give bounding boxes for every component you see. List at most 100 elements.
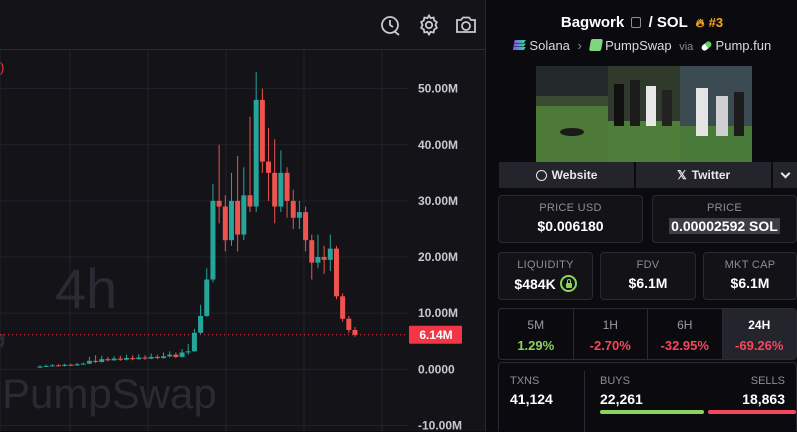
- pair-title: Bagwork / SOL 🔥︎ #3: [487, 14, 797, 31]
- market-cap-label: MKT CAP: [724, 259, 776, 271]
- y-tick-label: 50.00M: [418, 82, 458, 96]
- globe-icon: [535, 169, 547, 181]
- pair-info-panel: Bagwork / SOL 🔥︎ #3 Solana › PumpSwap vi…: [487, 0, 797, 432]
- current-price-tag: [409, 325, 462, 344]
- price-chart[interactable]: , 4h PumpSwap ) 50.00M 40.00M 30.00M 20.00M…: [0, 50, 486, 431]
- candle: [142, 355, 148, 360]
- y-axis: 50.00M 40.00M 30.00M 20.00M 10.00M 0.0000 -10.…: [418, 82, 462, 431]
- candle: [259, 88, 265, 173]
- price-sol-value: 0.00002592 SOL: [669, 218, 780, 234]
- candle: [235, 156, 241, 252]
- sells-ratio-bar: [708, 410, 796, 414]
- tab-5m-change: 1.29%: [517, 338, 555, 353]
- txns-value: 41,124: [510, 391, 553, 407]
- candle: [123, 354, 129, 361]
- indicator-clock-icon[interactable]: [379, 13, 403, 37]
- candle: [216, 144, 222, 224]
- candle: [49, 364, 55, 367]
- candle: [185, 344, 191, 355]
- more-links-button[interactable]: [773, 162, 797, 188]
- candle: [80, 362, 86, 365]
- twitter-button[interactable]: 𝕏 Twitter: [636, 162, 772, 188]
- candle: [346, 315, 352, 333]
- candle: [222, 195, 228, 252]
- breadcrumb-chevron-icon: ›: [577, 38, 582, 53]
- current-price-label: 6.14M: [419, 328, 452, 342]
- tab-1h-change: -2.70%: [589, 338, 631, 353]
- candle: [266, 127, 272, 201]
- website-button[interactable]: Website: [499, 162, 635, 188]
- tab-1h-label: 1H: [602, 318, 618, 332]
- settings-gear-icon[interactable]: [417, 13, 441, 37]
- sells-label: SELLS: [750, 375, 785, 387]
- y-tick-label: 30.00M: [418, 194, 458, 208]
- candle: [56, 364, 62, 367]
- candle: [210, 184, 216, 283]
- y-tick-label: 0.0000: [418, 362, 455, 376]
- candle: [37, 365, 43, 369]
- candle: [303, 206, 309, 252]
- candle: [315, 234, 321, 269]
- pumpswap-icon: [588, 39, 603, 51]
- candle: [204, 268, 210, 318]
- tab-6h[interactable]: 6H -32.95%: [648, 309, 723, 359]
- candle: [179, 349, 185, 358]
- candle: [105, 356, 111, 362]
- tab-5m[interactable]: 5M 1.29%: [499, 309, 574, 359]
- candle: [241, 167, 247, 241]
- y-tick-label: 40.00M: [418, 138, 458, 152]
- legend-fragment: ): [0, 60, 4, 75]
- token-banner-image: [536, 66, 752, 162]
- x-logo-icon: 𝕏: [677, 168, 687, 182]
- candle: [93, 355, 99, 364]
- candle: [130, 355, 136, 361]
- pair-separator: /: [648, 14, 653, 31]
- base-token-name: Bagwork: [560, 14, 625, 31]
- fire-icon: 🔥︎: [695, 16, 705, 30]
- candle: [309, 234, 315, 280]
- market-cap-box: MKT CAP $6.1M: [703, 252, 797, 300]
- solana-icon: [512, 40, 526, 50]
- chart-panel[interactable]: , 4h PumpSwap ) 50.00M 40.00M 30.00M 20.00M…: [0, 0, 486, 431]
- candle: [198, 304, 204, 334]
- chain-row: Solana › PumpSwap via Pump.fun: [487, 38, 797, 53]
- candle: [99, 355, 105, 363]
- tab-24h-label: 24H: [748, 318, 771, 332]
- dex-name[interactable]: PumpSwap: [605, 38, 672, 53]
- chain-name[interactable]: Solana: [529, 38, 570, 53]
- lock-icon[interactable]: [559, 275, 577, 292]
- candle: [272, 139, 278, 224]
- candle: [43, 364, 49, 368]
- candle: [327, 234, 333, 272]
- launchpad-name[interactable]: Pump.fun: [715, 38, 772, 53]
- quote-token-name: SOL: [656, 14, 688, 31]
- fdv-label: FDV: [636, 259, 660, 271]
- fdv-value: $6.1M: [628, 275, 668, 291]
- liquidity-box: LIQUIDITY $484K: [498, 252, 593, 300]
- tab-1h[interactable]: 1H -2.70%: [574, 309, 648, 359]
- chevron-down-icon: [780, 168, 791, 178]
- y-tick-label: 10.00M: [418, 306, 458, 320]
- y-tick-label: 20.00M: [418, 250, 458, 264]
- price-usd-value: $0.006180: [537, 218, 604, 234]
- buys-ratio-bar: [600, 410, 704, 414]
- candle: [161, 352, 167, 359]
- price-usd-box: PRICE USD $0.006180: [498, 195, 643, 243]
- candle: [321, 245, 327, 274]
- copy-icon[interactable]: [631, 17, 642, 28]
- candle: [296, 200, 302, 229]
- tab-6h-change: -32.95%: [660, 338, 709, 353]
- watermark-prefix: ,: [0, 289, 10, 352]
- candle: [136, 354, 142, 360]
- price-sol-box: PRICE 0.00002592 SOL: [652, 195, 797, 243]
- candle: [62, 363, 68, 367]
- tab-24h[interactable]: 24H -69.26%: [722, 309, 796, 359]
- price-usd-label: PRICE USD: [539, 202, 602, 214]
- tab-24h-change: -69.26%: [735, 338, 784, 353]
- pill-icon: [700, 40, 713, 52]
- chart-grid: [0, 50, 408, 431]
- camera-icon[interactable]: [454, 13, 478, 37]
- candle: [167, 351, 173, 358]
- txn-divider: [584, 371, 585, 432]
- candle: [86, 356, 92, 365]
